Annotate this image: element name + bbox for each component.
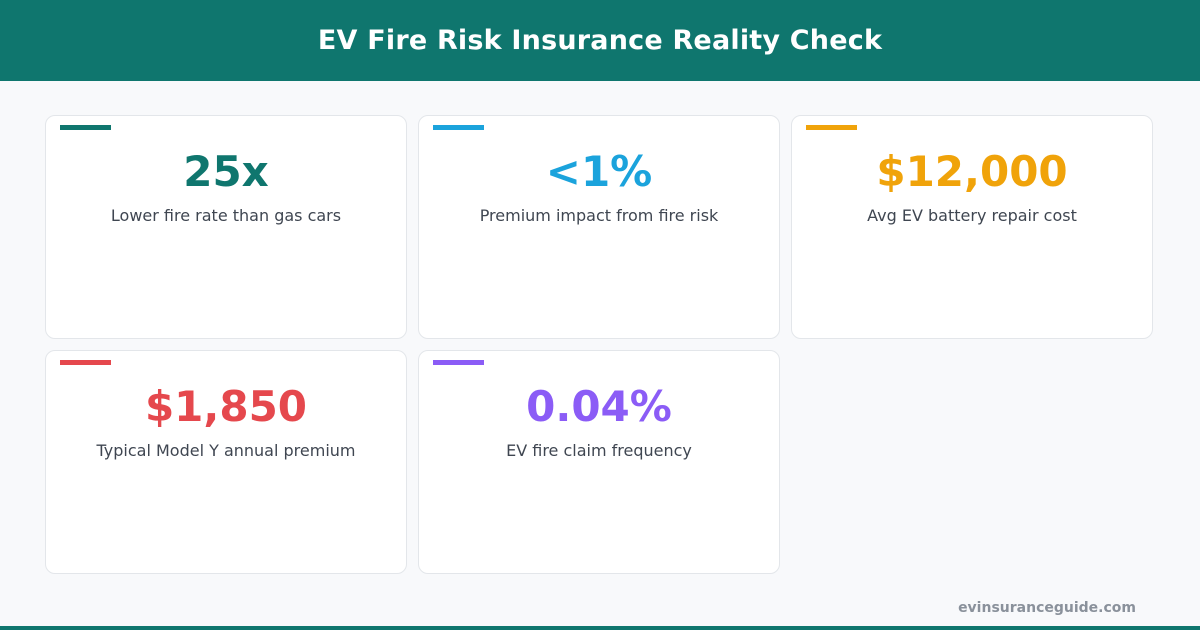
stat-card-fire-rate: 25x Lower fire rate than gas cars (45, 115, 407, 339)
stat-value: $1,850 (144, 382, 308, 431)
stat-card-premium-impact: <1% Premium impact from fire risk (418, 115, 780, 339)
stat-label: Typical Model Y annual premium (96, 441, 356, 460)
card-accent-bar (806, 125, 857, 130)
card-accent-bar (60, 125, 111, 130)
header-banner: EV Fire Risk Insurance Reality Check (0, 0, 1200, 81)
stat-card-claim-frequency: 0.04% EV fire claim frequency (418, 350, 780, 574)
stat-card-model-y-premium: $1,850 Typical Model Y annual premium (45, 350, 407, 574)
card-accent-bar (60, 360, 111, 365)
stat-label: Premium impact from fire risk (479, 206, 719, 225)
stat-label: EV fire claim frequency (506, 441, 692, 460)
stat-value: 0.04% (526, 382, 672, 431)
stat-card-battery-repair: $12,000 Avg EV battery repair cost (791, 115, 1153, 339)
stat-value: 25x (183, 147, 269, 196)
stat-label: Avg EV battery repair cost (867, 206, 1077, 225)
stat-label: Lower fire rate than gas cars (110, 206, 342, 225)
card-accent-bar (433, 360, 484, 365)
page-title: EV Fire Risk Insurance Reality Check (317, 25, 883, 56)
bottom-accent-bar (0, 626, 1200, 630)
stat-value: $12,000 (876, 147, 1068, 196)
site-url: evinsuranceguide.com (958, 600, 1136, 616)
stat-value: <1% (545, 147, 653, 196)
card-accent-bar (433, 125, 484, 130)
